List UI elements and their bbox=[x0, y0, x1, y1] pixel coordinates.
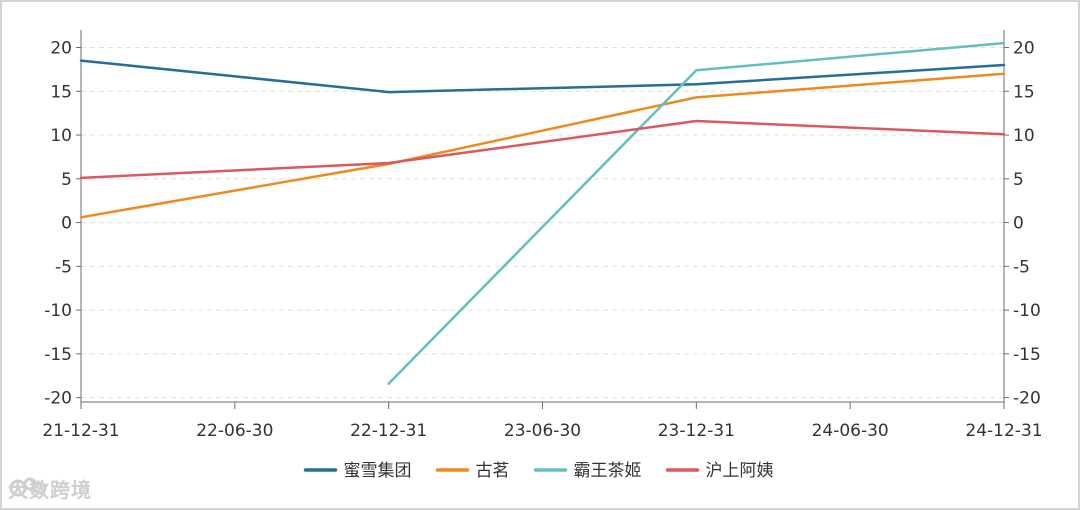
legend-label-4: 沪上阿姨 bbox=[706, 461, 774, 481]
x-tick-label: 21-12-31 bbox=[42, 421, 119, 441]
y-tick-label-right: 0 bbox=[1013, 214, 1024, 234]
y-tick-label-right: -10 bbox=[1013, 301, 1041, 321]
series-line-1 bbox=[79, 59, 1006, 94]
x-tick-label: 24-12-31 bbox=[965, 421, 1042, 441]
y-tick-label-left: -10 bbox=[44, 301, 72, 321]
watermark-logo-icon bbox=[9, 477, 47, 497]
y-tick-label-left: -15 bbox=[44, 345, 72, 365]
y-tick-label-left: -20 bbox=[44, 389, 72, 409]
y-tick-label-right: 10 bbox=[1013, 126, 1035, 146]
series-line-4 bbox=[79, 119, 1006, 180]
y-tick-label-right: -15 bbox=[1013, 345, 1041, 365]
y-tick-label-right: 20 bbox=[1013, 39, 1035, 59]
watermark: 大数跨境 bbox=[8, 474, 92, 503]
x-tick-label: 23-12-31 bbox=[658, 421, 735, 441]
y-tick-label-left: 5 bbox=[61, 170, 72, 190]
series-line-2 bbox=[79, 72, 1006, 219]
legend-label-2: 古茗 bbox=[476, 461, 510, 481]
y-tick-label-left: 0 bbox=[61, 214, 72, 234]
y-tick-label-right: -5 bbox=[1013, 257, 1030, 277]
legend-label-3: 霸王茶姬 bbox=[574, 461, 642, 481]
legend-label-1: 蜜雪集团 bbox=[344, 461, 412, 481]
y-tick-label-right: 5 bbox=[1013, 170, 1024, 190]
y-tick-label-right: 15 bbox=[1013, 82, 1035, 102]
x-tick-label: 24-06-30 bbox=[812, 421, 889, 441]
y-tick-label-right: -20 bbox=[1013, 389, 1041, 409]
y-tick-label-left: 10 bbox=[50, 126, 72, 146]
y-tick-label-left: -5 bbox=[55, 257, 72, 277]
series-line-3 bbox=[387, 41, 1006, 385]
x-tick-label: 22-06-30 bbox=[196, 421, 273, 441]
x-tick-label: 23-06-30 bbox=[504, 421, 581, 441]
y-tick-label-left: 20 bbox=[50, 39, 72, 59]
x-tick-label: 22-12-31 bbox=[350, 421, 427, 441]
y-tick-label-left: 15 bbox=[50, 82, 72, 102]
